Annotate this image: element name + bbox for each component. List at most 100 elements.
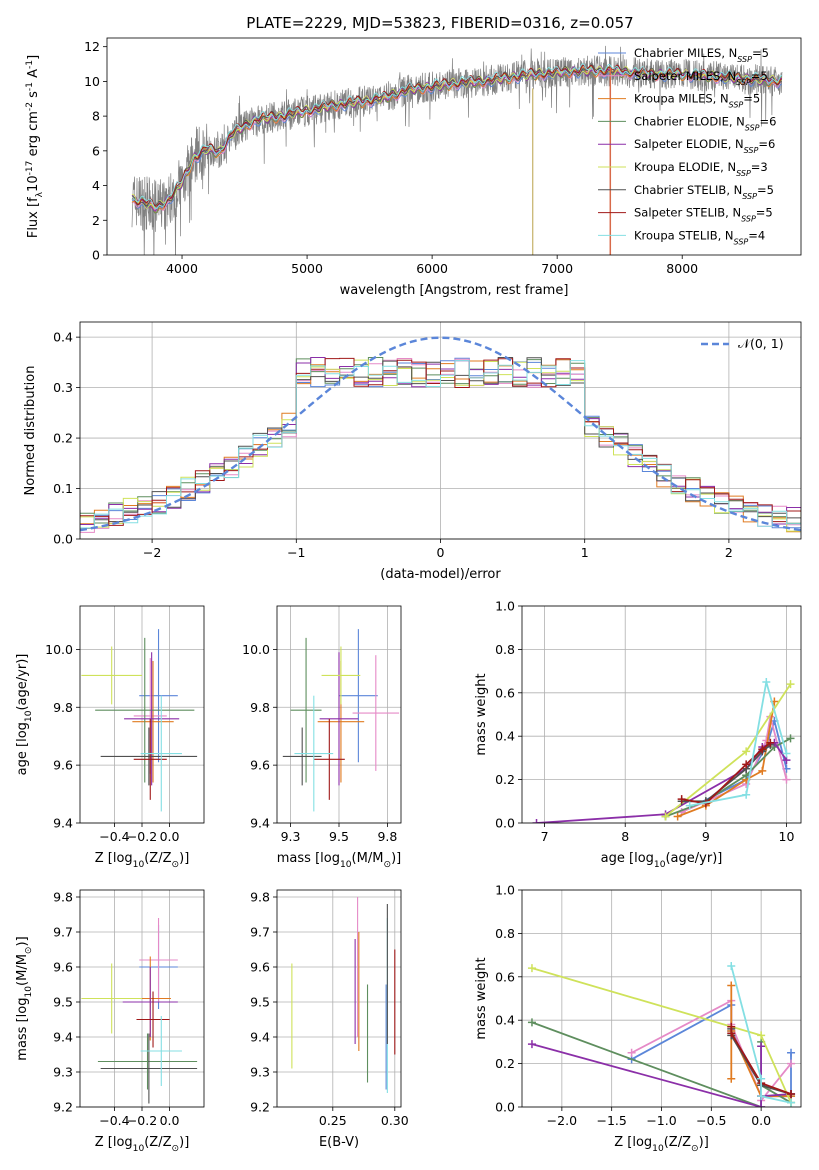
- label-part: ⊙: [172, 1144, 180, 1154]
- weight-point: [527, 1040, 536, 1049]
- legend-label-sub: SSP: [741, 214, 756, 223]
- label-part: -17: [25, 160, 35, 175]
- legend-gaussian-label: 𝒩(0, 1): [738, 336, 784, 351]
- y-tick-label: 0.4: [495, 729, 515, 744]
- x-tick-label: −0.5: [696, 1113, 726, 1128]
- weight-point: [762, 677, 771, 686]
- y-tick-label: 9.5: [53, 995, 73, 1010]
- plot-area-mass_vs_ebv: [291, 897, 396, 1093]
- axes-layer: 4000 5000 6000 7000 8000024681012wavelength …: [15, 37, 802, 1154]
- x-axis-label: (data-model)/error: [380, 567, 501, 582]
- x-tick-label: −2.0: [547, 1113, 577, 1128]
- x-tick-label: 2: [725, 545, 733, 560]
- weight-point: [627, 1048, 636, 1057]
- y-tick-label: 9.2: [53, 1100, 73, 1115]
- y-tick-label: 9.8: [53, 890, 73, 905]
- x-tick-label: 7: [541, 829, 549, 844]
- legend-label-main: Kroupa ELODIE, N: [634, 160, 736, 174]
- y-tick-label: 8: [92, 109, 100, 124]
- legend-label-main: Kroupa MILES, N: [634, 92, 729, 106]
- y-tick-label: 9.8: [53, 700, 73, 715]
- y-tick-label: 9.8: [250, 890, 270, 905]
- weight-point: [786, 680, 795, 689]
- weight-point: [757, 1074, 766, 1083]
- plot-area-spectrum: [131, 45, 783, 255]
- label-part: (Z/Z: [664, 1135, 691, 1150]
- weight-point: [727, 1074, 736, 1083]
- legend-label-main: Salpeter ELODIE, N: [634, 137, 744, 151]
- weight-point: [727, 961, 736, 970]
- label-part: λ: [35, 191, 45, 197]
- y-tick-label: 0.1: [53, 481, 73, 496]
- figure-title: PLATE=2229, MJD=53823, FIBERID=0316, z=0…: [246, 14, 633, 32]
- label-part: )]: [179, 851, 189, 866]
- y-tick-label: 9.8: [250, 700, 270, 715]
- x-tick-label: −2: [143, 545, 161, 560]
- label-part: (M/M: [352, 851, 384, 866]
- x-tick-label: 9: [702, 829, 710, 844]
- label-part: Z [log: [614, 1135, 652, 1150]
- legend-label-sub: SSP: [744, 146, 759, 155]
- legend-label-tail: =4: [748, 228, 765, 242]
- weight-point: [685, 801, 694, 810]
- y-axis-label: mass [log10(M/M⊙)]: [15, 936, 34, 1060]
- legend-label-tail: =5: [751, 69, 768, 83]
- label-part: Z [log: [95, 851, 133, 866]
- y-tick-label: 9.3: [250, 1065, 270, 1080]
- label-part: ]: [26, 55, 41, 60]
- label-part: (age/yr)]: [15, 654, 30, 711]
- gaussian-curve: [80, 336, 801, 532]
- legend-label-main: Salpeter STELIB, N: [634, 206, 741, 220]
- plot-frame-spectrum: [106, 37, 802, 256]
- label-part: age [log: [15, 722, 30, 775]
- weight-point: [661, 812, 670, 821]
- plot-area-massweight_vs_age: [532, 677, 795, 823]
- y-tick-label: 9.6: [53, 758, 73, 773]
- label-part: )]: [15, 936, 30, 946]
- x-tick-label: 0.0: [751, 1113, 771, 1128]
- model-spectrum-line-6: [131, 65, 782, 209]
- weight-point: [782, 775, 791, 784]
- x-axis-label: wavelength [Angstrom, rest frame]: [340, 283, 569, 298]
- legend-label-tail: =6: [760, 114, 777, 128]
- weight-point: [727, 981, 736, 990]
- label-part: erg cm: [26, 111, 41, 160]
- label-part: A: [26, 69, 41, 82]
- y-tick-label: 9.5: [250, 995, 270, 1010]
- legend-label-main: Chabrier STELIB, N: [634, 183, 742, 197]
- label-part: 10: [133, 860, 145, 870]
- plot-area-age_vs_Z: [81, 629, 198, 812]
- legend-label: Kroupa MILES, NSSP=5: [634, 92, 760, 110]
- plot-area-mass_vs_Z: [81, 918, 198, 1104]
- plot-area-age_vs_mass: [282, 629, 400, 812]
- weight-point: [787, 1048, 796, 1057]
- label-part: ⊙: [172, 860, 180, 870]
- y-tick-label: 9.4: [53, 1030, 73, 1045]
- label-part: 10: [26, 175, 41, 192]
- label-part: E(B-V): [319, 1135, 359, 1150]
- y-axis-label: age [log10(age/yr)]: [15, 654, 34, 776]
- weight-point: [527, 1018, 536, 1027]
- plot-area-residuals: [80, 336, 801, 535]
- x-tick-label: −1.0: [646, 1113, 676, 1128]
- legend-label-sub: SSP: [745, 123, 760, 132]
- label-part: -1: [25, 60, 35, 69]
- y-tick-label: 9.6: [53, 960, 73, 975]
- plot-area-massweight_vs_Z: [527, 961, 796, 1107]
- y-tick-label: 1.0: [495, 883, 515, 898]
- y-tick-label: 9.6: [250, 960, 270, 975]
- label-part: -2: [25, 102, 35, 111]
- x-tick-label: 4000: [166, 261, 198, 276]
- x-tick-label: −0.2: [127, 1113, 157, 1128]
- label-part: 10: [24, 986, 34, 998]
- weight-point: [787, 1089, 796, 1098]
- x-tick-label: −1.5: [596, 1113, 626, 1128]
- x-axis-label: Z [log10(Z/Z⊙)]: [614, 1135, 709, 1154]
- weight-line-1: [681, 717, 788, 813]
- label-part: 10: [340, 860, 352, 870]
- y-tick-label: 1.0: [495, 599, 515, 614]
- label-part: mass [log: [15, 998, 30, 1061]
- legend-label-sub: SSP: [729, 100, 744, 109]
- y-tick-label: 9.7: [53, 925, 73, 940]
